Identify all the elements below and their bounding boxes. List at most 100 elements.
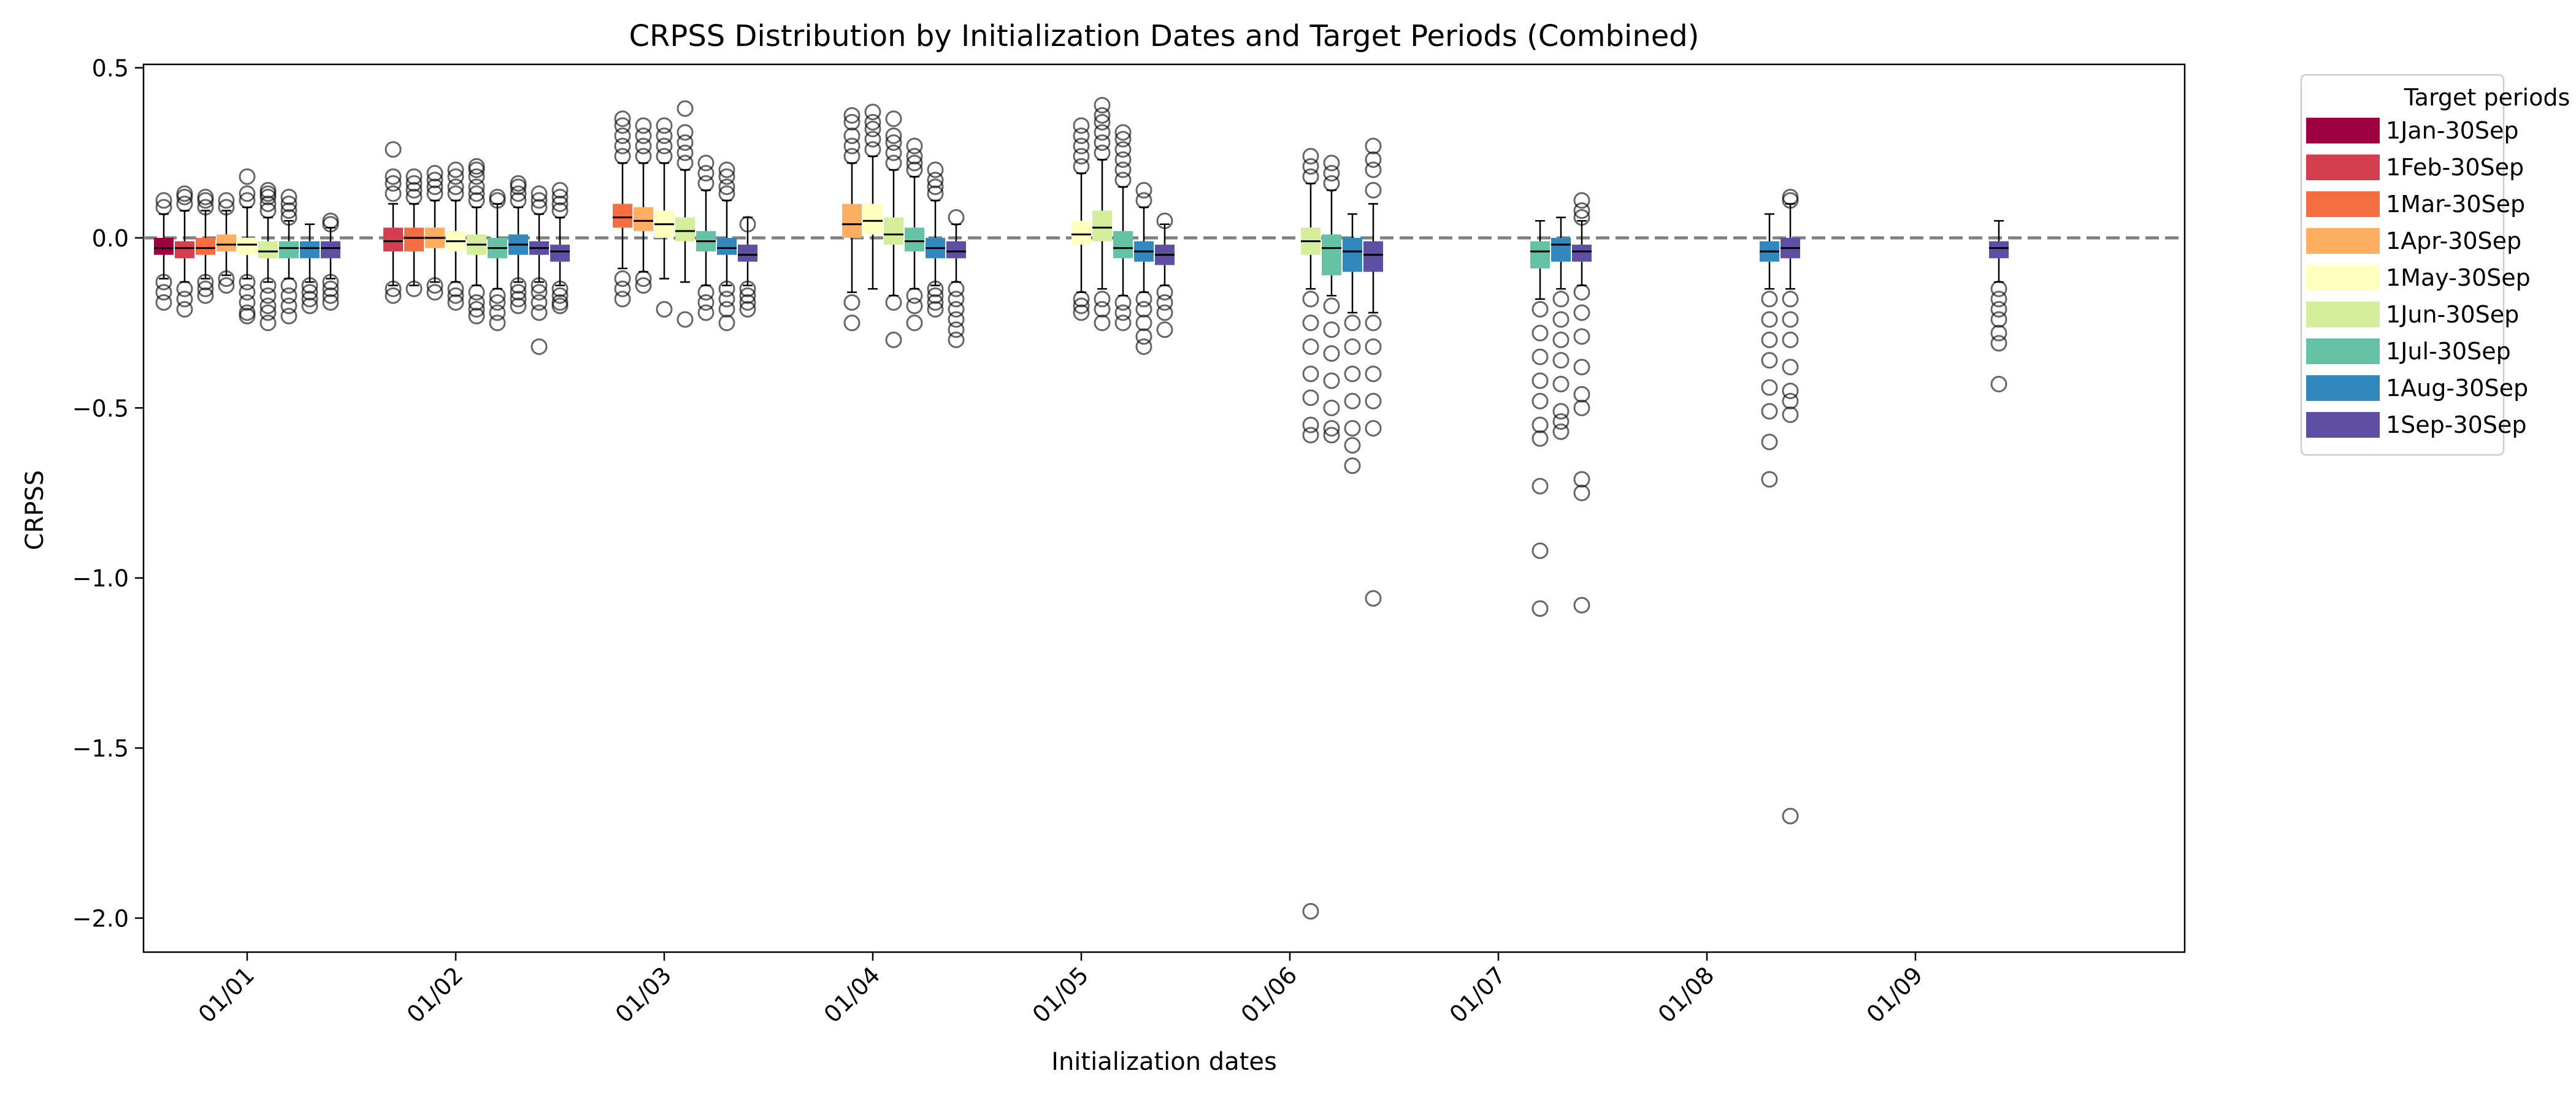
outlier-point: [1573, 471, 1590, 488]
legend-label: 1May-30Sep: [2386, 264, 2531, 291]
outlier-point: [1135, 181, 1152, 199]
outlier-point: [739, 280, 756, 297]
outlier-point: [551, 202, 569, 219]
outlier-point: [635, 117, 652, 134]
outlier-point: [906, 287, 923, 304]
outlier-point: [1094, 97, 1111, 114]
outlier-point: [1094, 300, 1111, 318]
outlier-point: [718, 315, 735, 332]
outlier-point: [510, 284, 527, 301]
outlier-point: [510, 277, 527, 294]
outlier-point: [551, 181, 569, 199]
legend-label: 1Jul-30Sep: [2386, 338, 2511, 365]
outlier-point: [155, 273, 172, 291]
outlier-point: [906, 297, 923, 315]
x-tick-label: 01/02: [402, 961, 469, 1028]
x-axis-label: Initialization dates: [1051, 1048, 1277, 1076]
box-body: [1092, 210, 1112, 242]
box-body: [237, 237, 257, 255]
outlier-point: [1531, 372, 1549, 389]
outlier-point: [239, 304, 256, 321]
outlier-point: [1782, 383, 1799, 400]
outlier-point: [1323, 345, 1340, 362]
legend-label: 1Jun-30Sep: [2386, 301, 2519, 328]
outlier-point: [906, 154, 923, 172]
outlier-point: [1782, 359, 1799, 376]
outlier-point: [1573, 597, 1590, 614]
x-tick-label: 01/03: [610, 961, 677, 1028]
y-tick-label: −1.0: [72, 565, 129, 592]
outlier-point: [322, 212, 339, 229]
outlier-point: [739, 300, 756, 318]
outlier-point: [385, 168, 402, 185]
outlier-point: [614, 137, 631, 154]
outlier-point: [1156, 212, 1173, 229]
outlier-point: [1156, 284, 1173, 301]
outlier-point: [614, 270, 631, 288]
outlier-point: [510, 175, 527, 192]
outlier-point: [259, 277, 277, 294]
outlier-point: [197, 199, 214, 216]
outlier-point: [1782, 392, 1799, 410]
y-tick-label: −0.5: [72, 395, 129, 422]
outlier-point: [614, 128, 631, 145]
outlier-point: [1344, 315, 1361, 332]
outlier-point: [280, 195, 297, 212]
outlier-point: [155, 294, 172, 311]
outlier-point: [468, 284, 485, 301]
legend: Target periods 1Jan-30Sep 1Feb-30Sep 1Mar-…: [2300, 74, 2570, 456]
outlier-point: [1302, 291, 1319, 308]
outlier-point: [468, 308, 485, 325]
outlier-point: [1573, 484, 1590, 502]
outlier-point: [677, 100, 694, 117]
y-tick-label: 0.5: [92, 55, 129, 82]
outlier-point: [239, 284, 256, 301]
outlier-point: [259, 195, 277, 212]
outlier-point: [489, 188, 506, 205]
box-body: [404, 227, 424, 252]
outlier-point: [259, 202, 277, 219]
outlier-point: [239, 185, 256, 202]
outlier-point: [1761, 471, 1778, 488]
outlier-point: [927, 172, 944, 189]
outlier-point: [1094, 107, 1111, 124]
outlier-point: [1365, 590, 1382, 607]
outlier-point: [1782, 291, 1799, 308]
outlier-point: [885, 331, 902, 348]
outlier-point: [614, 110, 631, 128]
outlier-point: [656, 117, 673, 134]
box-body: [1343, 237, 1362, 272]
outlier-point: [1094, 113, 1111, 131]
outlier-point: [1094, 315, 1111, 332]
outlier-point: [1761, 331, 1778, 348]
outlier-point: [843, 107, 861, 124]
outlier-point: [1761, 352, 1778, 369]
outlier-point: [405, 188, 423, 205]
outlier-point: [426, 277, 443, 294]
outlier-point: [843, 137, 861, 154]
outlier-point: [718, 178, 735, 196]
outlier-point: [864, 131, 881, 148]
legend-swatch: [2306, 338, 2380, 364]
outlier-point: [468, 185, 485, 202]
outlier-point: [447, 178, 464, 196]
outlier-point: [1323, 175, 1340, 192]
outlier-point: [697, 284, 715, 301]
outlier-point: [385, 280, 402, 297]
outlier-point: [885, 110, 902, 128]
box-body: [1113, 231, 1133, 259]
box-body: [675, 217, 695, 242]
outlier-point: [218, 192, 235, 209]
outlier-point: [259, 287, 277, 304]
outlier-point: [614, 148, 631, 165]
box-body: [1989, 241, 2009, 259]
outlier-point: [864, 104, 881, 121]
outlier-point: [1344, 420, 1361, 437]
legend-swatch: [2306, 118, 2380, 143]
box-body: [613, 204, 632, 228]
outlier-point: [948, 311, 965, 328]
outlier-point: [885, 128, 902, 145]
box-body: [946, 241, 966, 259]
outlier-point: [635, 270, 652, 288]
